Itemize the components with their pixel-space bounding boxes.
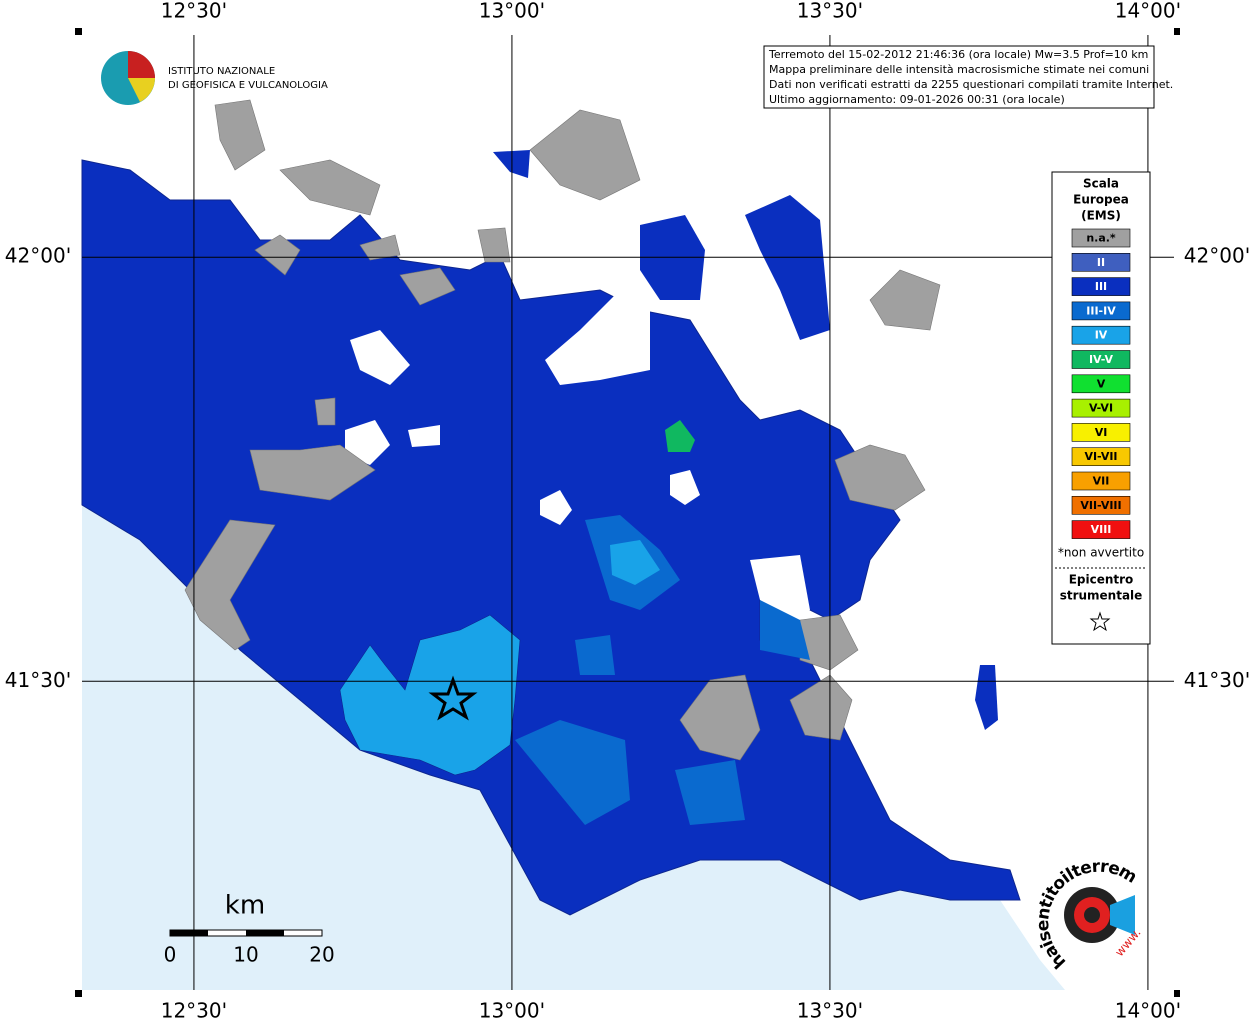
lat-label: 42°00' [1184,244,1250,268]
area-iii-iv [675,760,745,825]
legend-swatch [1071,253,1131,272]
lon-label: 13°00' [479,0,545,23]
scale-label: 10 [233,943,258,967]
legend-epicenter: Epicentro [1069,573,1134,587]
frame-stripe [75,35,82,990]
legend-label: III [1095,280,1107,293]
area-na [184,519,276,651]
legend-label: VII [1093,475,1110,488]
legend-epicenter: strumentale [1060,589,1143,603]
area-na [249,444,376,501]
legend-star [1089,611,1111,632]
legend-label: n.a.* [1086,232,1116,245]
legend-label: VIII [1091,523,1112,536]
info-line: Mappa preliminare delle intensità macros… [769,63,1149,76]
legend-swatch [1071,398,1131,418]
scale-bar [170,930,208,936]
institute-name: ISTITUTO NAZIONALE [168,66,275,77]
white [345,420,390,465]
area-na [254,234,301,276]
white [408,425,440,447]
legend-swatch [1071,447,1131,467]
legend-title: Europea [1073,193,1129,207]
logo-segment [128,78,155,102]
sea [82,505,1065,990]
legend-swatch [1071,495,1131,515]
white [350,330,410,385]
area-iii-iv [760,600,810,660]
legend-label: VI [1095,426,1108,439]
legend-label: VII-VIII [1080,499,1121,512]
legend-swatch [1071,423,1131,442]
logo-circle [1084,907,1100,923]
frame-stripe [82,28,1174,35]
legend-label: V-VI [1089,402,1113,415]
white [670,470,700,505]
lat-label: 41°30' [1184,668,1250,692]
legend-swatch [1071,520,1131,539]
lon-label: 13°00' [479,999,545,1023]
area-na [789,674,853,741]
area-na [869,269,941,331]
legend-swatch [1071,325,1131,345]
info-line: Dati non verificati estratti da 2255 que… [769,78,1173,91]
area-na [529,109,641,201]
legend-label: III-IV [1086,304,1116,317]
legend-swatch [1071,471,1131,491]
scale-label: 20 [309,943,334,967]
lon-label: 12°30' [161,0,227,23]
legend-label: V [1097,377,1106,390]
lon-label: 12°30' [161,999,227,1023]
area-na [359,234,401,261]
legend-note: *non avvertito [1058,546,1144,560]
area-na [279,159,381,216]
white [545,290,650,385]
legend-label: IV-V [1089,353,1114,366]
area-na [399,267,456,306]
epicenter [428,675,478,721]
lon-label: 14°00' [1115,0,1181,23]
lat-label: 42°00' [5,244,71,268]
legend-swatch [1071,277,1131,296]
legend-label: IV [1095,329,1108,342]
area-na [834,444,926,511]
lat-label: 41°30' [5,668,71,692]
logo-horn [1110,895,1135,935]
scale-bar [246,930,284,936]
white [750,555,810,620]
white [540,490,572,525]
logo-segment [128,51,155,78]
institute-name: DI GEOFISICA E VULCANOLOGIA [168,80,328,91]
area-iii-iv [515,720,630,825]
legend-swatch [1071,374,1131,394]
scale-label: 0 [164,943,177,967]
legend-swatch [1071,350,1131,369]
land-iii [745,195,830,340]
legend-swatch [1071,301,1131,321]
info-line: Terremoto del 15-02-2012 21:46:36 (ora l… [768,48,1148,61]
area-na [314,397,336,426]
legend-title: Scala [1083,177,1119,191]
lon-label: 13°30' [797,0,863,23]
legend-label: II [1097,256,1105,269]
info-line: Ultimo aggiornamento: 09-01-2026 00:31 (… [769,93,1065,106]
scale-unit: km [225,891,265,921]
area-na [214,99,266,171]
area-iii-iv [575,635,615,675]
legend-label: VI-VII [1084,450,1117,463]
lon-label: 14°00' [1115,999,1181,1023]
lon-label: 13°30' [797,999,863,1023]
legend-swatch [1071,228,1131,248]
frame-stripe [1174,35,1180,990]
legend-title: (EMS) [1081,209,1121,223]
frame-stripe [82,990,1174,997]
area-na [679,674,761,761]
info-box [763,45,1155,109]
area-iv [610,540,660,585]
area-iv [339,614,521,776]
area-iv-v [665,420,695,452]
area-na [477,227,511,263]
